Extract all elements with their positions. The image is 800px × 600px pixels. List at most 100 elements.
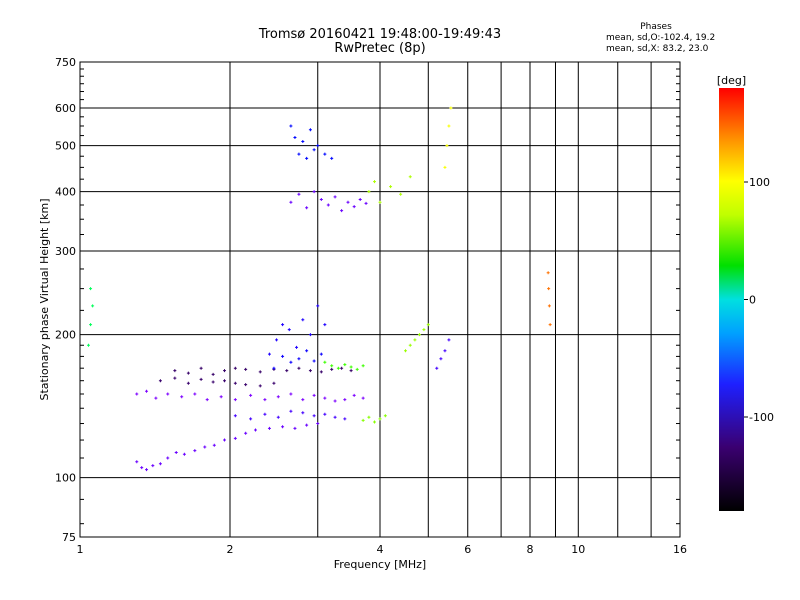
data-point [289,124,293,128]
data-point [340,366,344,370]
data-point [319,352,323,356]
data-point [151,464,155,468]
data-point [301,411,305,415]
data-point [367,190,371,194]
data-point [199,377,203,381]
data-point [417,333,421,337]
chart-subtitle: RwPretec (8p) [334,41,426,56]
x-tick-label: 1 [77,543,84,556]
data-point [263,412,267,416]
data-point [352,205,356,209]
colorbar-tick-label: 100 [749,176,770,189]
data-point [301,398,305,402]
data-point [312,359,316,363]
data-point [289,409,293,413]
data-point [253,428,257,432]
data-point [308,128,312,132]
data-point [316,304,320,308]
data-point [145,468,149,472]
data-point [346,200,350,204]
data-point [223,369,227,373]
data-point [263,398,267,402]
data-point [361,396,365,400]
y-tick-label: 75 [62,531,76,544]
data-point [319,370,323,374]
colorbar-gradient [719,88,744,511]
data-point [449,106,453,110]
data-point [281,323,285,327]
data-point [86,343,90,347]
data-point [373,420,377,424]
y-tick-label: 600 [55,102,76,115]
data-point [249,417,253,421]
data-point [140,466,144,470]
data-point [547,287,551,291]
data-point [287,328,291,332]
data-point [330,367,334,371]
data-point [445,144,449,148]
y-tick-label: 100 [55,472,76,485]
data-point [89,287,93,291]
data-point [203,445,207,449]
data-point [233,398,237,402]
y-tick-label: 750 [55,56,76,69]
x-tick-label: 10 [571,543,585,556]
x-tick-label: 8 [527,543,534,556]
data-point [323,323,327,327]
data-point [349,365,353,369]
data-point [233,366,237,370]
data-point [319,198,323,202]
data-point [211,372,215,376]
data-point [305,206,309,210]
data-point [186,371,190,375]
data-point [316,422,320,426]
data-point [422,328,426,332]
data-point [173,376,177,380]
data-point [293,426,297,430]
data-point [333,195,337,199]
data-point [135,392,139,396]
data-point [174,450,178,454]
data-point [312,148,316,152]
x-tick-label: 4 [377,543,384,556]
y-tick-label: 500 [55,140,76,153]
data-point [323,412,327,416]
data-point [312,190,316,194]
data-point [443,165,447,169]
data-point [312,393,316,397]
data-point [349,369,353,373]
data-point [426,323,430,327]
colorbar-unit-label: [deg] [717,74,746,87]
data-point [223,379,227,383]
data-point [323,360,327,364]
data-point [361,418,365,422]
data-point [212,443,216,447]
data-point [158,379,162,383]
x-tick-label: 2 [227,543,234,556]
data-point [289,360,293,364]
data-point [267,426,271,430]
data-point [447,338,451,342]
data-point [547,304,551,308]
data-point [219,395,223,399]
data-point [281,425,285,429]
data-point [333,415,337,419]
data-point [343,398,347,402]
data-point [435,366,439,370]
data-point [135,460,139,464]
phases-heading: Phases [640,22,672,32]
data-point [355,367,359,371]
data-point [281,354,285,358]
data-point [323,396,327,400]
data-point [308,369,312,373]
phases-x-stats: mean, sd,X: 83.2, 23.0 [606,44,709,54]
data-point [548,323,552,327]
data-point [205,398,209,402]
data-point [295,345,299,349]
data-point [333,399,337,403]
data-point [258,384,262,388]
data-point [180,395,184,399]
data-point [249,393,253,397]
